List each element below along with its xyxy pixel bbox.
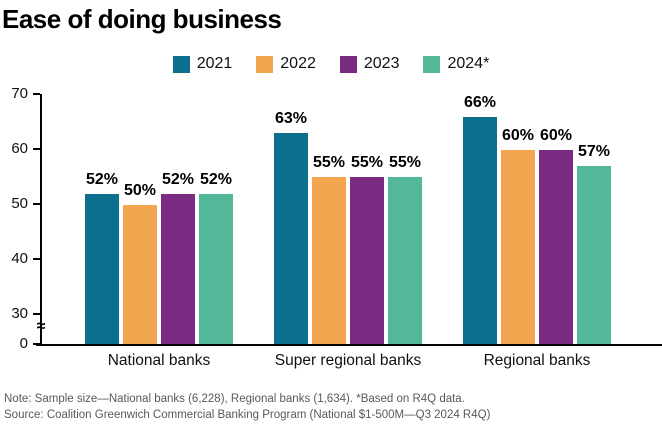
- axis-break-mark: ≈: [36, 318, 46, 335]
- category-label-regional-banks: Regional banks: [483, 352, 591, 369]
- legend-label: 2023: [363, 55, 400, 72]
- y-tick-label: 70: [11, 85, 28, 102]
- legend-item-2022: 2022: [256, 55, 316, 73]
- legend-swatch: [423, 55, 441, 73]
- bar-value-label: 52%: [199, 171, 233, 188]
- bar-2024-national-banks: 52%: [199, 171, 233, 344]
- y-tick-mark: [33, 93, 40, 95]
- bar-rect: [388, 177, 422, 344]
- bar-2021-national-banks: 52%: [85, 171, 119, 344]
- y-axis-line: [40, 94, 42, 346]
- category-label-national-banks: National banks: [107, 352, 211, 369]
- chart-title: Ease of doing business: [2, 4, 282, 34]
- legend-label: 2021: [196, 55, 233, 72]
- y-tick-label: 50: [11, 195, 28, 212]
- bar-rect: [161, 194, 195, 344]
- source-text: Source: Coalition Greenwich Commercial B…: [4, 408, 491, 421]
- bar-value-label: 55%: [350, 154, 384, 171]
- legend-label: 2022: [280, 55, 316, 72]
- bar-rect: [85, 194, 119, 344]
- bar-rect: [123, 205, 157, 344]
- bar-rect: [350, 177, 384, 344]
- bar-rect: [577, 166, 611, 344]
- bar-2021-regional-banks: 66%: [463, 94, 497, 344]
- bar-value-label: 52%: [161, 171, 195, 188]
- y-tick-mark: [33, 203, 40, 205]
- y-tick-mark: [33, 258, 40, 260]
- legend-swatch: [172, 55, 190, 73]
- bar-value-label: 57%: [577, 143, 611, 160]
- bar-value-label: 52%: [85, 171, 119, 188]
- bar-value-label: 60%: [539, 127, 573, 144]
- bar-group-national-banks: 52% 50% 52% 52%: [85, 171, 233, 344]
- x-axis-line: [36, 344, 662, 346]
- y-tick-mark: [33, 148, 40, 150]
- legend-item-2024: 2024*: [423, 55, 489, 73]
- bar-2022-super-regional-banks: 55%: [312, 154, 346, 344]
- y-tick-mark: [33, 313, 40, 315]
- bar-value-label: 66%: [463, 94, 497, 111]
- bar-value-label: 50%: [123, 182, 157, 199]
- plot-area: ≈ 70 60 50 40 30 0 52% 50% 52% 52% National banks 6…: [11, 85, 662, 369]
- legend-swatch: [339, 55, 357, 73]
- category-label-super-regional-banks: Super regional banks: [274, 352, 422, 369]
- bar-rect: [539, 150, 573, 344]
- footnotes: Note: Sample size—National banks (6,228)…: [4, 392, 490, 423]
- bar-group-regional-banks: 66% 60% 60% 57%: [463, 94, 611, 344]
- bar-group-super-regional-banks: 63% 55% 55% 55%: [274, 110, 422, 344]
- y-tick-label: 30: [11, 305, 28, 322]
- bar-2024-super-regional-banks: 55%: [388, 154, 422, 344]
- bar-2022-regional-banks: 60%: [501, 127, 535, 344]
- legend-swatch: [256, 55, 274, 73]
- y-tick-label: 0: [19, 335, 28, 352]
- bar-rect: [463, 117, 497, 344]
- bar-value-label: 55%: [312, 154, 346, 171]
- legend-item-2023: 2023: [339, 55, 400, 73]
- bar-2022-national-banks: 50%: [123, 182, 157, 344]
- legend-item-2021: 2021: [172, 55, 233, 73]
- note-text: Note: Sample size—National banks (6,228)…: [4, 393, 465, 405]
- y-tick-mark: [33, 343, 40, 345]
- bar-2021-super-regional-banks: 63%: [274, 110, 308, 344]
- bar-2023-super-regional-banks: 55%: [350, 154, 384, 344]
- bar-rect: [199, 194, 233, 344]
- bar-rect: [312, 177, 346, 344]
- bar-rect: [274, 133, 308, 344]
- legend: 2021 2022 2023 2024*: [0, 55, 662, 73]
- bar-2023-regional-banks: 60%: [539, 127, 573, 344]
- legend-label: 2024*: [447, 55, 490, 72]
- y-tick-label: 40: [11, 250, 28, 267]
- bar-2024-regional-banks: 57%: [577, 143, 611, 344]
- bar-value-label: 63%: [274, 110, 308, 127]
- bar-2023-national-banks: 52%: [161, 171, 195, 344]
- bar-value-label: 60%: [501, 127, 535, 144]
- y-tick-label: 60: [11, 140, 28, 157]
- bar-value-label: 55%: [388, 154, 422, 171]
- bar-rect: [501, 150, 535, 344]
